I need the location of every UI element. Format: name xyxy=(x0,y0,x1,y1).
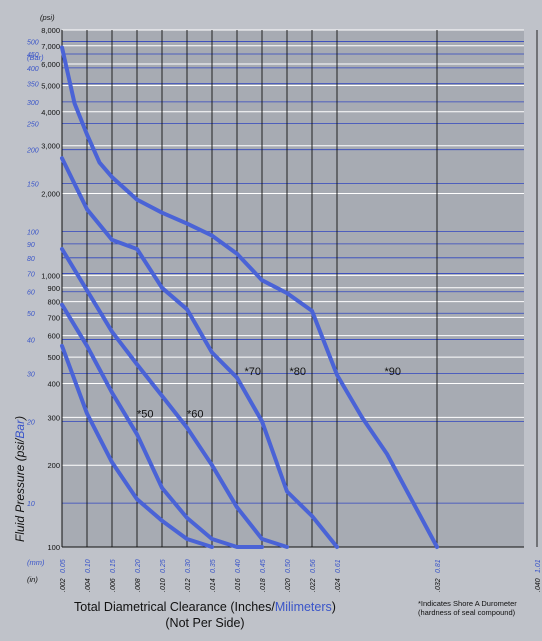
psi-tick-label: 3,000 xyxy=(41,142,60,151)
bar-tick-label: 350 xyxy=(27,82,39,89)
psi-tick-label: 400 xyxy=(47,379,60,388)
y-axis-title-prefix: Fluid Pressure ( xyxy=(13,455,27,542)
plot-area xyxy=(62,30,524,547)
psi-tick-label: 700 xyxy=(47,313,60,322)
psi-tick-label: 6,000 xyxy=(41,60,60,69)
x-axis-title-line2: (Not Per Side) xyxy=(165,616,245,630)
mm-tick-label: 0.10 xyxy=(85,559,92,573)
bar-tick-label: 60 xyxy=(27,290,35,297)
inch-tick-label: .040 xyxy=(535,578,542,592)
series-line-60 xyxy=(60,302,264,549)
psi-tick-label: 200 xyxy=(47,461,60,470)
inch-tick-label: .022 xyxy=(310,578,317,592)
psi-tick-label: 300 xyxy=(47,413,60,422)
bar-tick-label: 30 xyxy=(27,372,35,379)
mm-tick-label: 1.01 xyxy=(535,559,542,573)
inch-tick-label: .012 xyxy=(185,578,192,592)
psi-tick-label: 4,000 xyxy=(41,108,60,117)
bar-tick-label: 450 xyxy=(27,52,39,59)
bar-tick-label: 50 xyxy=(27,311,35,318)
horizontal-gridlines xyxy=(62,29,524,548)
bar-tick-label: 250 xyxy=(26,121,39,128)
inch-tick-label: .016 xyxy=(235,578,242,592)
bar-unit-label: (Bar) xyxy=(27,53,44,62)
y-axis-title-psi: psi/ xyxy=(13,437,27,458)
series-line-70 xyxy=(60,247,289,549)
psi-tick-label: 900 xyxy=(47,284,60,293)
x-axis-title-mm: Milimeters xyxy=(274,600,332,614)
mm-tick-label: 0.25 xyxy=(160,559,167,573)
mm-tick-label: 0.81 xyxy=(435,559,442,573)
psi-tick-label: 800 xyxy=(47,298,60,307)
bar-tick-label: 300 xyxy=(27,100,39,107)
inch-tick-label: .014 xyxy=(210,578,217,592)
inch-tick-label: .010 xyxy=(160,578,167,592)
series-label-90: *90 xyxy=(385,366,402,378)
series-label-50: *50 xyxy=(137,408,154,420)
series-labels: *50 *60 *70 *80 *90 xyxy=(137,366,401,420)
bar-tick-label: 70 xyxy=(27,272,35,279)
bar-tick-label: 100 xyxy=(27,229,39,236)
psi-tick-label: 1,000 xyxy=(41,271,60,280)
durometer-footnote: *Indicates Shore A Durometer (hardness o… xyxy=(418,599,542,617)
psi-tick-label: 2,000 xyxy=(41,190,60,199)
mm-tick-label: 0.40 xyxy=(235,559,242,573)
mm-tick-label: 0.61 xyxy=(335,559,342,573)
inch-tick-label: .024 xyxy=(335,578,342,592)
bar-tick-label: 500 xyxy=(27,40,39,47)
psi-tick-label: 600 xyxy=(47,332,60,341)
mm-tick-label: 0.20 xyxy=(135,559,142,573)
x-axis-title-main: Total Diametrical Clearance (Inches/ xyxy=(74,600,275,614)
y-axis-title-bar: Bar xyxy=(13,419,27,439)
bar-tick-label: 40 xyxy=(27,338,35,345)
psi-tick-label: 100 xyxy=(47,543,60,552)
series-line-90 xyxy=(60,45,439,549)
psi-tick-label: 7,000 xyxy=(41,42,60,51)
mm-tick-label: 0.45 xyxy=(260,559,267,573)
psi-tick-label: 5,000 xyxy=(41,81,60,90)
x-axis-title: Total Diametrical Clearance (Inches/Mili… xyxy=(0,599,410,631)
axis-tick-labels: 100 200 300 400 500 600 700 800 900 1,000 2,000 3,0… xyxy=(26,26,542,592)
inch-tick-label: .002 xyxy=(60,578,67,592)
series-line-80 xyxy=(60,156,339,549)
inch-tick-label: .032 xyxy=(435,578,442,592)
mm-tick-label: 0.15 xyxy=(110,559,117,573)
series-line-50 xyxy=(60,343,214,549)
durometer-series xyxy=(60,45,439,549)
y-axis-title-suffix: ) xyxy=(13,416,27,422)
series-label-60: *60 xyxy=(187,408,204,420)
inch-tick-label: .018 xyxy=(260,578,267,592)
bar-tick-label: 20 xyxy=(26,419,35,426)
inch-tick-label: .020 xyxy=(285,578,292,592)
bar-tick-label: 80 xyxy=(27,256,35,263)
bar-tick-label: 150 xyxy=(27,182,39,189)
bar-tick-label: 10 xyxy=(27,501,35,508)
mm-tick-label: 0.35 xyxy=(210,559,217,573)
in-unit-label: (in) xyxy=(27,575,38,584)
bar-tick-label: 400 xyxy=(27,66,39,73)
mm-tick-label: 0.50 xyxy=(285,559,292,573)
mm-tick-label: 0.56 xyxy=(310,559,317,573)
inch-tick-label: .006 xyxy=(110,578,117,592)
inch-tick-label: .008 xyxy=(135,578,142,592)
psi-tick-label: 500 xyxy=(47,353,60,362)
x-axis-title-close: ) xyxy=(331,600,336,614)
mm-tick-label: 0.05 xyxy=(60,559,67,573)
inch-tick-label: .004 xyxy=(85,578,92,592)
series-label-80: *80 xyxy=(290,366,307,378)
bar-tick-label: 90 xyxy=(27,242,35,249)
mm-unit-label: (mm) xyxy=(27,558,45,567)
y-axis-title: Fluid Pressure (psi/Bar) xyxy=(13,416,27,542)
footnote-line2: (hardness of seal compound) xyxy=(418,608,516,617)
mm-tick-label: 0.30 xyxy=(185,559,192,573)
psi-unit-label: (psi) xyxy=(40,13,55,22)
psi-tick-label: 8,000 xyxy=(41,26,60,35)
footnote-line1: *Indicates Shore A Durometer xyxy=(418,599,517,608)
bar-tick-label: 200 xyxy=(26,148,39,155)
series-label-70: *70 xyxy=(245,366,262,378)
